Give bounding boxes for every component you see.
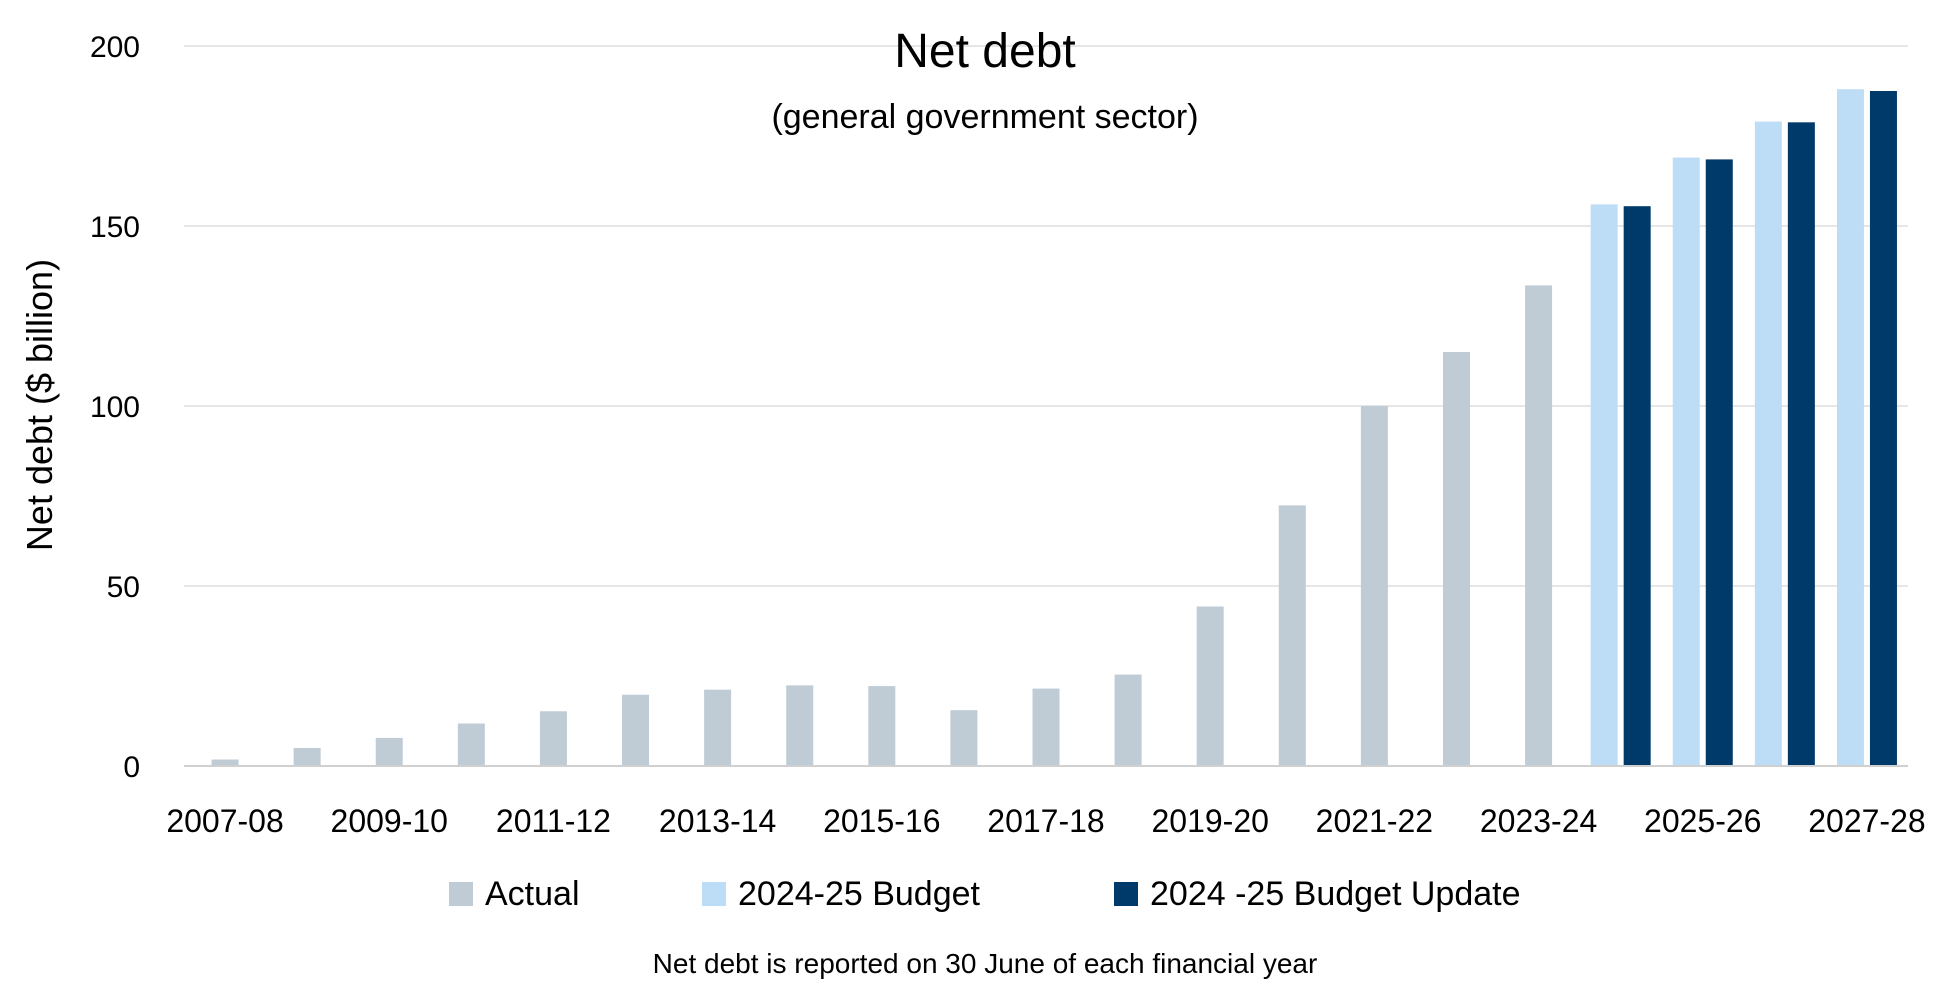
bar-actual-2020-21 bbox=[1278, 505, 1306, 766]
legend: Actual 2024-25 Budget 2024 -25 Budget Up… bbox=[449, 875, 1521, 913]
bar-2024-25-budget-2026-27 bbox=[1754, 121, 1782, 767]
y-axis-ticks: 0 50 100 150 200 bbox=[90, 31, 140, 784]
bar-actual-2017-18 bbox=[1032, 688, 1060, 766]
x-tick-label-2011-12: 2011-12 bbox=[496, 803, 611, 839]
bar-actual-2011-12 bbox=[539, 711, 567, 766]
bar-2024-25-budget-2024-25 bbox=[1590, 204, 1618, 766]
y-tick-label-100: 100 bbox=[90, 391, 140, 424]
y-axis-label: Net debt ($ billion) bbox=[19, 259, 60, 551]
chart-subtitle: (general government sector) bbox=[771, 98, 1198, 136]
bar-actual-2022-23 bbox=[1442, 352, 1470, 766]
x-tick-label-2019-20: 2019-20 bbox=[1151, 803, 1268, 839]
bar-actual-2014-15 bbox=[786, 685, 814, 766]
y-tick-label-50: 50 bbox=[107, 571, 140, 604]
bar-actual-2007-08 bbox=[211, 759, 239, 766]
bar-actual-2013-14 bbox=[704, 689, 732, 766]
chart-title: Net debt bbox=[894, 25, 1075, 78]
gridlines bbox=[184, 45, 1908, 587]
bar-2024-25-budget-update-2024-25 bbox=[1623, 206, 1651, 766]
x-tick-label-2013-14: 2013-14 bbox=[659, 803, 776, 839]
x-tick-label-2023-24: 2023-24 bbox=[1480, 803, 1597, 839]
bar-actual-2008-09 bbox=[293, 748, 321, 766]
y-tick-label-200: 200 bbox=[90, 31, 140, 64]
bar-actual-2021-22 bbox=[1360, 406, 1388, 766]
bar-actual-2010-11 bbox=[457, 723, 485, 766]
x-tick-label-2017-18: 2017-18 bbox=[987, 803, 1104, 839]
bar-2024-25-budget-2025-26 bbox=[1672, 157, 1700, 767]
bar-actual-2015-16 bbox=[868, 686, 896, 766]
x-axis-ticks: 2007-08 2009-10 2011-12 2013-14 2015-16 2017-… bbox=[166, 803, 1925, 839]
y-tick-label-150: 150 bbox=[90, 211, 140, 244]
bars bbox=[211, 89, 1897, 767]
x-tick-label-2021-22: 2021-22 bbox=[1316, 803, 1433, 839]
legend-swatch-budget-update bbox=[1114, 882, 1138, 906]
bar-actual-2019-20 bbox=[1196, 606, 1224, 766]
x-tick-label-2009-10: 2009-10 bbox=[331, 803, 448, 839]
bar-2024-25-budget-update-2025-26 bbox=[1705, 159, 1733, 766]
legend-swatch-actual bbox=[449, 882, 473, 906]
bar-2024-25-budget-update-2026-27 bbox=[1787, 122, 1815, 766]
x-tick-label-2015-16: 2015-16 bbox=[823, 803, 940, 839]
bar-actual-2009-10 bbox=[375, 737, 403, 766]
legend-label-budget: 2024-25 Budget bbox=[738, 875, 981, 913]
bar-actual-2023-24 bbox=[1525, 285, 1553, 766]
bar-actual-2012-13 bbox=[622, 694, 650, 766]
x-tick-label-2025-26: 2025-26 bbox=[1644, 803, 1761, 839]
bar-actual-2016-17 bbox=[950, 710, 978, 766]
legend-label-budget-update: 2024 -25 Budget Update bbox=[1150, 875, 1521, 913]
y-tick-label-0: 0 bbox=[123, 751, 140, 784]
x-tick-label-2007-08: 2007-08 bbox=[166, 803, 283, 839]
legend-label-actual: Actual bbox=[485, 875, 580, 913]
x-tick-label-2027-28: 2027-28 bbox=[1808, 803, 1925, 839]
bar-2024-25-budget-2027-28 bbox=[1836, 89, 1864, 766]
legend-swatch-budget bbox=[702, 882, 726, 906]
bar-2024-25-budget-update-2027-28 bbox=[1869, 91, 1897, 766]
chart-footnote: Net debt is reported on 30 June of each … bbox=[653, 948, 1318, 979]
bar-actual-2018-19 bbox=[1114, 674, 1142, 766]
